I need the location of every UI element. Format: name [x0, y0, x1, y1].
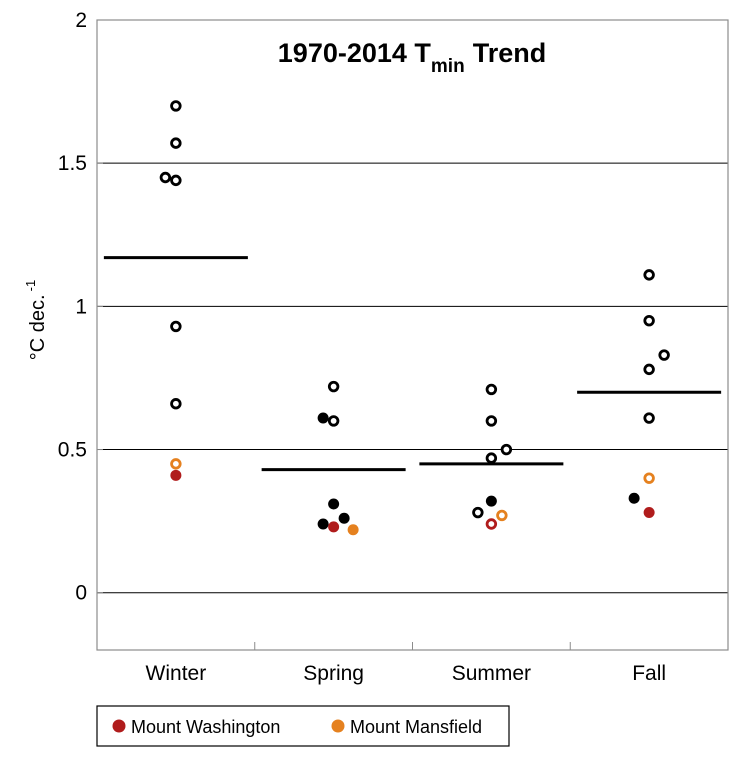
- data-point: [170, 137, 182, 149]
- data-point: [328, 498, 340, 510]
- legend-label-mount-washington: Mount Washington: [131, 717, 280, 737]
- data-point: [317, 412, 329, 424]
- x-tick-label: Winter: [146, 662, 207, 685]
- mean-lines: [103, 256, 722, 472]
- x-tick-label: Spring: [303, 662, 364, 685]
- chart-title: 1970-2014 Tmin Trend: [278, 38, 546, 77]
- data-point: [643, 269, 655, 281]
- data-point: [327, 415, 340, 427]
- data-point: [327, 380, 340, 393]
- data-point: [472, 506, 484, 519]
- data-point-mount-mansfield: [347, 524, 359, 536]
- y-axis-ticks: 0 0.5 1 1.5 2: [58, 9, 103, 605]
- data-point: [170, 174, 182, 187]
- legend-box: [96, 705, 510, 747]
- data-point: [485, 415, 498, 427]
- data-point: [643, 412, 655, 424]
- grid-lines: [97, 19, 728, 594]
- data-point: [170, 398, 182, 410]
- data-point: [485, 452, 498, 464]
- plot-frame: [96, 19, 729, 651]
- data-point: [485, 383, 498, 396]
- data-point-mount-washington: [170, 469, 182, 481]
- data-point-mount-mansfield: [170, 458, 182, 470]
- data-point: [500, 443, 513, 456]
- x-tick-label: Fall: [632, 662, 666, 685]
- data-point: [170, 320, 182, 333]
- x-tick-label: Summer: [452, 662, 531, 685]
- data-point: [317, 518, 329, 530]
- y-tick-label: 0: [75, 582, 87, 605]
- y-tick-label: 1: [75, 295, 87, 318]
- y-tick-label: 1.5: [58, 152, 87, 175]
- data-point-mount-washington: [643, 507, 655, 519]
- y-tick-label: 2: [75, 9, 87, 32]
- data-point: [485, 495, 497, 507]
- data-point-mount-washington: [485, 518, 498, 530]
- legend: Mount Washington Mount Mansfield: [96, 705, 510, 747]
- legend-label-mount-mansfield: Mount Mansfield: [350, 717, 482, 737]
- data-point: [658, 349, 670, 361]
- y-axis-label: °C dec.-1: [23, 280, 49, 360]
- data-point-mount-mansfield: [496, 509, 508, 522]
- x-axis-ticks: Winter Spring Summer Fall: [146, 642, 666, 685]
- data-point-mount-washington: [328, 521, 340, 533]
- data-point: [159, 171, 172, 184]
- y-tick-label: 0.5: [58, 439, 87, 462]
- data-point: [628, 492, 640, 504]
- data-points: [159, 100, 670, 536]
- data-point: [643, 363, 655, 376]
- data-point: [170, 100, 182, 112]
- legend-marker-mount-washington: [112, 719, 126, 733]
- data-point: [338, 512, 350, 524]
- legend-marker-mount-mansfield: [331, 719, 345, 733]
- data-point: [643, 314, 655, 327]
- data-point-mount-mansfield: [643, 472, 655, 484]
